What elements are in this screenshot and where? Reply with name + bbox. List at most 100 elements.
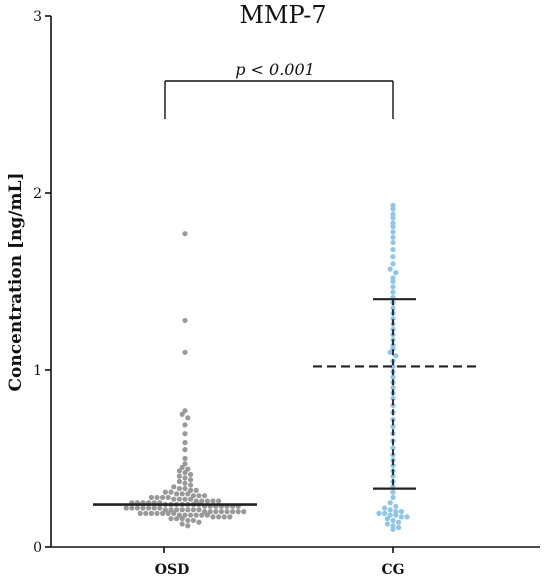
data-point-osd — [179, 507, 185, 513]
data-point-osd — [185, 415, 191, 421]
data-point-cg — [387, 349, 393, 355]
data-point-osd — [168, 489, 174, 495]
data-point-osd — [190, 507, 196, 513]
data-point-osd — [196, 493, 202, 499]
data-point-osd — [190, 493, 196, 499]
data-point-osd — [146, 505, 152, 511]
data-point-osd — [182, 455, 188, 462]
y-tick-label: 1 — [33, 363, 42, 379]
data-point-osd — [227, 514, 233, 520]
data-point-osd — [179, 464, 185, 470]
y-axis-label: Concentration [ng/mL] — [6, 173, 26, 392]
data-point-osd — [148, 494, 154, 501]
data-point-osd — [143, 510, 149, 516]
data-point-osd — [182, 485, 188, 492]
data-point-osd — [179, 521, 185, 527]
data-point-osd — [174, 507, 180, 513]
data-point-osd — [199, 498, 205, 504]
data-point-osd — [213, 509, 219, 515]
data-point-cg — [390, 206, 396, 212]
data-point-osd — [199, 512, 205, 518]
data-point-osd — [210, 514, 216, 520]
data-point-osd — [182, 317, 188, 324]
data-point-osd — [176, 485, 182, 492]
data-point-osd — [202, 493, 208, 499]
data-point-osd — [174, 516, 180, 522]
data-point-osd — [157, 505, 163, 511]
data-point-cg — [390, 239, 396, 246]
data-point-cg — [390, 261, 396, 267]
y-ticks: 0 1 2 3 — [33, 9, 51, 556]
data-point-osd — [202, 509, 208, 515]
data-point-osd — [241, 509, 247, 515]
data-point-cg — [393, 270, 399, 276]
data-point-osd — [182, 496, 188, 502]
data-point-cg — [390, 494, 396, 501]
data-point-cg — [390, 402, 396, 408]
data-point-osd — [196, 519, 202, 525]
data-point-osd — [182, 480, 188, 486]
data-points — [123, 202, 410, 532]
data-point-osd — [185, 507, 191, 513]
y-tick-label: 2 — [33, 186, 42, 202]
data-point-osd — [182, 447, 188, 453]
x-ticks: OSD CG — [155, 547, 405, 578]
data-point-cg — [390, 278, 396, 285]
data-point-cg — [390, 424, 396, 430]
chart-title: MMP-7 — [239, 1, 326, 29]
data-point-osd — [176, 512, 182, 518]
data-point-osd — [171, 510, 177, 516]
data-point-osd — [193, 487, 199, 493]
data-point-osd — [154, 510, 160, 516]
data-point-cg — [393, 512, 399, 518]
data-point-osd — [160, 510, 166, 516]
data-point-osd — [185, 466, 191, 472]
data-point-osd — [218, 509, 224, 515]
data-point-osd — [176, 496, 182, 502]
y-tick-label: 0 — [33, 540, 42, 556]
data-point-cg — [384, 521, 390, 527]
data-point-osd — [185, 517, 191, 524]
data-point-osd — [216, 498, 222, 504]
data-point-cg — [390, 363, 396, 370]
data-point-osd — [179, 411, 185, 417]
data-point-cg — [376, 510, 382, 516]
data-point-osd — [216, 514, 222, 520]
data-point-osd — [129, 505, 135, 511]
data-point-cg — [390, 489, 396, 495]
data-point-cg — [382, 505, 388, 511]
data-point-osd — [182, 439, 188, 446]
data-point-osd — [207, 509, 213, 515]
data-point-osd — [188, 471, 194, 478]
data-point-cg — [396, 519, 402, 525]
data-point-osd — [160, 494, 166, 501]
data-point-osd — [176, 478, 182, 485]
data-point-osd — [182, 408, 188, 414]
data-point-cg — [398, 514, 404, 520]
data-point-osd — [151, 505, 157, 511]
data-point-osd — [190, 517, 196, 524]
data-point-osd — [182, 470, 188, 476]
data-point-cg — [390, 346, 396, 352]
data-point-cg — [387, 512, 393, 518]
data-point-osd — [179, 491, 185, 497]
data-point-osd — [182, 461, 188, 467]
data-point-osd — [176, 468, 182, 474]
data-point-osd — [188, 482, 194, 488]
data-point-cg — [393, 503, 399, 509]
data-point-osd — [154, 494, 160, 501]
data-point-cg — [382, 510, 388, 516]
data-point-cg — [390, 445, 396, 451]
data-point-osd — [162, 507, 168, 513]
data-point-osd — [182, 349, 188, 355]
data-point-osd — [176, 473, 182, 479]
data-point-osd — [224, 509, 230, 515]
data-point-osd — [188, 496, 194, 502]
data-point-osd — [185, 523, 191, 529]
data-point-osd — [193, 512, 199, 518]
data-point-cg — [390, 395, 396, 401]
data-point-cg — [393, 353, 399, 359]
x-category-label-cg: CG — [381, 562, 404, 578]
significance-bracket: p < 0.001 — [164, 60, 394, 119]
